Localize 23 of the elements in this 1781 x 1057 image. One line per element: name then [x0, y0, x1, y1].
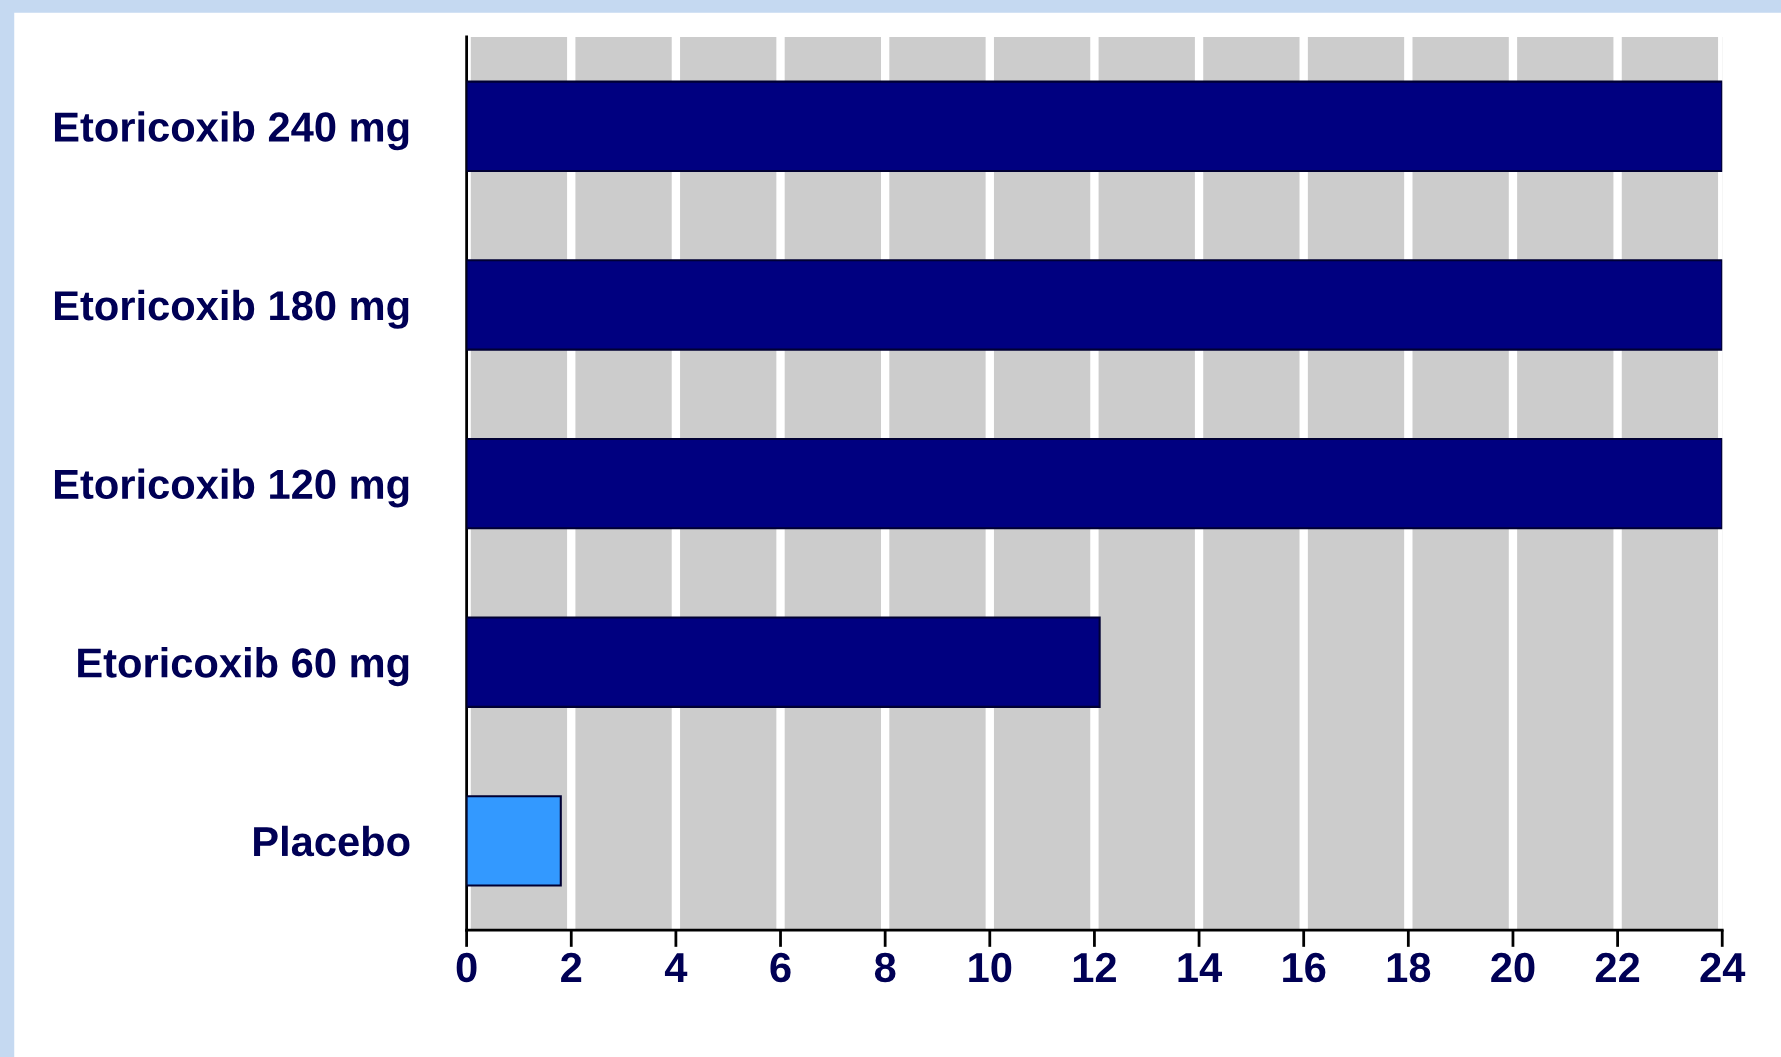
- x-tick-label: 2: [561, 952, 582, 982]
- y-tick-label: Placebo: [254, 825, 410, 857]
- x-tick-label: 0: [456, 952, 477, 983]
- x-tick-label: 14: [1178, 953, 1223, 982]
- x-tick-label: 8: [874, 952, 896, 983]
- x-tick-label: 12: [1073, 952, 1116, 982]
- x-tick-label: 20: [1491, 952, 1535, 983]
- y-tick-label: Etoricoxib 240 mg: [54, 111, 409, 151]
- x-tick-label: 4: [664, 953, 688, 982]
- bar: [466, 795, 562, 887]
- x-tick-label: 6: [770, 952, 791, 983]
- bar: [466, 437, 1723, 530]
- bar: [466, 616, 1101, 708]
- x-tick-label: 16: [1283, 952, 1326, 983]
- y-tick-label: Etoricoxib 120 mg: [54, 468, 409, 508]
- y-tick-label: Etoricoxib 60 mg: [78, 647, 409, 687]
- x-tick-label: 24: [1700, 952, 1746, 982]
- x-tick-label: 18: [1387, 952, 1431, 983]
- x-tick-label: 22: [1595, 952, 1640, 982]
- bar: [466, 80, 1723, 173]
- bar: [466, 259, 1723, 351]
- x-tick-label: 10: [969, 952, 1012, 983]
- y-tick-label: Etoricoxib 180 mg: [54, 289, 409, 329]
